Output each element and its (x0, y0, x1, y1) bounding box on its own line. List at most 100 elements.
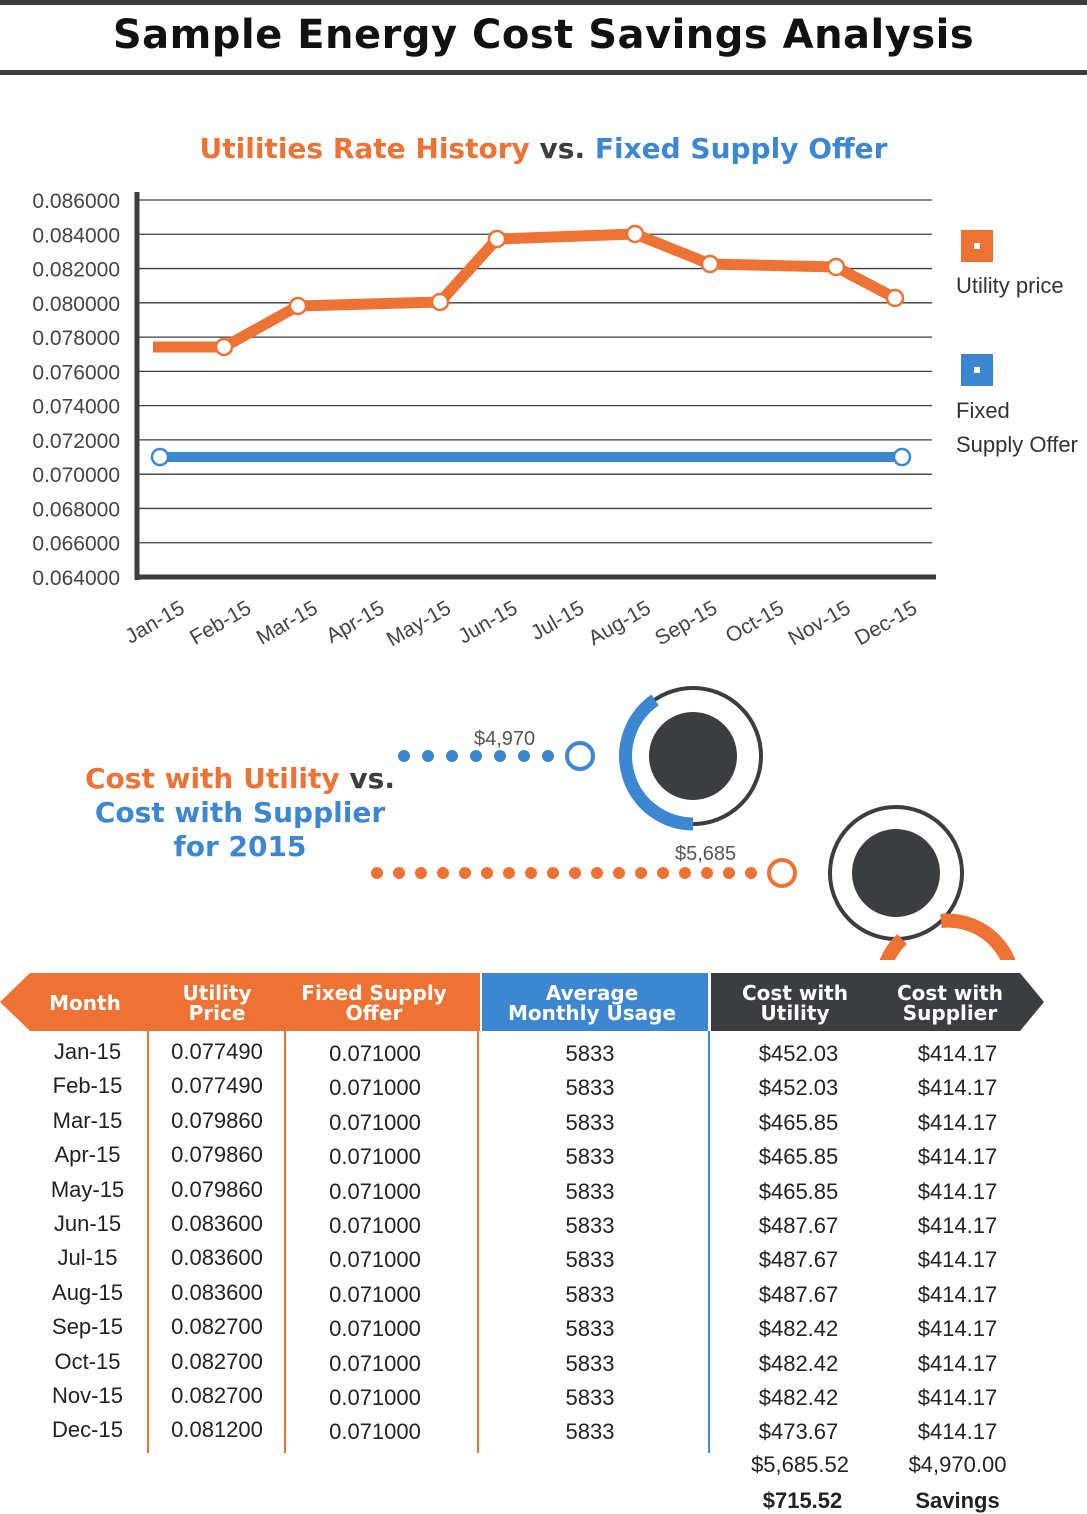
fixed-offer-cell: 0.071000 (329, 1385, 421, 1410)
total-supplier: $4,970.00 (908, 1452, 1007, 1477)
cost-utility-cell: $473.67 (758, 1419, 839, 1445)
legend-utility-swatch-dot (974, 243, 980, 249)
month-cell: Mar-15 (52, 1107, 123, 1133)
rate-history-chart: 0.086000 0.084000 0.082000 0.080000 0.078000… (32, 190, 936, 651)
fixed-offer-cell: 0.071000 (329, 1144, 421, 1170)
usage-cell: 5833 (565, 1178, 615, 1204)
divider-2 (284, 1031, 286, 1453)
usage-cell: 5833 (565, 1247, 615, 1273)
fixed-offer-cell: 0.071000 (329, 1075, 421, 1101)
month-cell: Jan-15 (53, 1039, 122, 1064)
cost-title-supplier: Cost with Supplier (94, 796, 386, 829)
utility-price-cell: 0.079860 (171, 1107, 263, 1133)
supplier-dotted-line (398, 750, 554, 762)
cost-utility-cell: $487.67 (758, 1281, 839, 1307)
cost-title-year: for 2015 (173, 830, 307, 863)
utility-price-point (487, 229, 507, 249)
supplier-line-end-circle (565, 741, 595, 771)
supplier-gauge-arc (619, 694, 694, 831)
chart-title-fixed: Fixed Supply Offer (594, 132, 888, 165)
y-tick-label: 0.082000 (32, 259, 120, 282)
legend-fixed-label-2: Supply Offer (956, 432, 1078, 457)
y-tick-label: 0.086000 (32, 190, 120, 213)
cost-utility-cell: $482.42 (758, 1350, 839, 1376)
fixed-offer-cell: 0.071000 (329, 1350, 421, 1376)
utility-price-cell: 0.082700 (171, 1348, 263, 1374)
cost-supplier-cell: $414.17 (917, 1144, 998, 1170)
supplier-gauge-core (649, 712, 737, 800)
cost-utility-cell: $452.03 (758, 1041, 839, 1066)
cost-title-vs: vs. (339, 762, 395, 795)
cost-supplier-cell: $414.17 (917, 1213, 998, 1238)
fixed-offer-cell: 0.071000 (329, 1281, 421, 1307)
usage-cell: 5833 (565, 1213, 615, 1238)
utility-price-cell: 0.077490 (171, 1073, 263, 1099)
header-cost-utility: Cost with Utility (742, 981, 848, 1025)
month-cell: Feb-15 (52, 1073, 123, 1099)
y-tick-label: 0.084000 (32, 224, 120, 247)
cost-supplier-cell: $414.17 (917, 1350, 998, 1376)
cost-utility-cell: $482.42 (758, 1385, 839, 1410)
header-orange-bg (150, 973, 480, 1031)
y-tick-label: 0.080000 (32, 293, 120, 316)
usage-cell: 5833 (565, 1144, 615, 1170)
utility-line-end-circle (767, 858, 797, 888)
y-tick-label: 0.064000 (32, 567, 120, 590)
fixed-offer-cell: 0.071000 (329, 1178, 421, 1204)
cost-supplier-cell: $414.17 (917, 1109, 998, 1135)
utility-price-cell: 0.079860 (171, 1176, 263, 1202)
utility-price-cell: 0.083600 (171, 1279, 263, 1305)
savings-value: $715.52 (762, 1488, 843, 1513)
utility-price-cell: 0.081200 (171, 1417, 263, 1443)
supplier-cost-label: $4,970 (474, 728, 536, 750)
cost-supplier-cell: $414.17 (917, 1247, 998, 1273)
cost-title-utility: Cost with Utility (85, 762, 340, 795)
header-usage: Average Monthly Usage (507, 981, 677, 1025)
utility-price-point (625, 224, 645, 244)
utility-price-cell: 0.082700 (171, 1383, 263, 1408)
month-cell: May-15 (50, 1176, 125, 1202)
cost-utility-cell: $465.85 (758, 1144, 839, 1170)
table-header-shapes (0, 973, 1044, 1031)
month-cell: Sep-15 (52, 1314, 123, 1340)
y-tick-label: 0.070000 (32, 464, 120, 487)
usage-cell: 5833 (565, 1109, 615, 1135)
legend-fixed-swatch-dot (974, 367, 980, 373)
cost-utility-cell: $465.85 (758, 1109, 839, 1135)
y-tick-label: 0.072000 (32, 430, 120, 453)
utility-cost-label: $5,685 (675, 843, 737, 865)
month-cell: Dec-15 (52, 1417, 123, 1443)
y-tick-label: 0.074000 (32, 396, 120, 419)
utility-price-point (430, 292, 450, 312)
utility-dotted-line (371, 867, 757, 879)
cost-supplier-cell: $414.17 (917, 1419, 998, 1445)
cost-supplier-cell: $414.17 (917, 1075, 998, 1101)
usage-cell: 5833 (565, 1041, 615, 1066)
header-cost-supplier: Cost with Supplier (897, 981, 1003, 1025)
month-cell: Jun-15 (53, 1211, 122, 1236)
header-fixed-supply: Fixed Supply Offer (301, 981, 447, 1025)
header-bottom-rule (0, 70, 1087, 75)
cost-supplier-cell: $414.17 (917, 1178, 998, 1204)
cost-utility-cell: $465.85 (758, 1178, 839, 1204)
cost-supplier-cell: $414.17 (917, 1316, 998, 1342)
usage-cell: 5833 (565, 1316, 615, 1342)
utility-price-point (826, 257, 846, 277)
divider-4 (708, 1031, 710, 1453)
utility-gauge-arc (879, 913, 1016, 960)
month-cell: Oct-15 (54, 1348, 121, 1374)
utility-price-cell: 0.079860 (171, 1142, 263, 1168)
utility-price-cell: 0.077490 (171, 1039, 263, 1064)
fixed-offer-cell: 0.071000 (329, 1213, 421, 1238)
legend-fixed-label-1: Fixed (956, 398, 1010, 423)
y-tick-label: 0.076000 (32, 361, 120, 384)
header-blue-bg (482, 973, 708, 1031)
chart-title-utility: Utilities Rate History (199, 132, 530, 165)
header-bar: Sample Energy Cost Savings Analysis (0, 0, 1087, 76)
month-cell: Nov-15 (52, 1383, 123, 1408)
divider-1 (147, 1031, 149, 1453)
cost-utility-cell: $452.03 (758, 1075, 839, 1101)
utility-price-point (288, 296, 308, 316)
month-cell: Apr-15 (54, 1142, 121, 1168)
header-dark-bg (711, 973, 1044, 1031)
